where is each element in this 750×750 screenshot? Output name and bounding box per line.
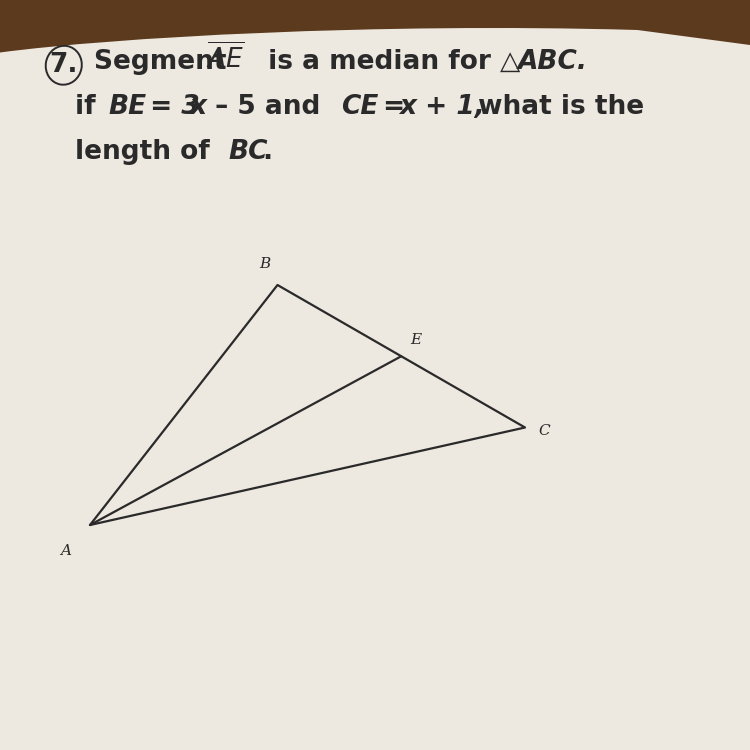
Text: 7.: 7. [50, 53, 78, 78]
Text: ABC.: ABC. [518, 49, 587, 75]
Text: .: . [262, 139, 273, 165]
Text: BE: BE [109, 94, 147, 120]
Text: x: x [189, 94, 206, 120]
Text: length of: length of [75, 139, 219, 165]
Text: B: B [259, 257, 270, 272]
Text: x: x [399, 94, 416, 120]
Text: $\overline{AE}$: $\overline{AE}$ [206, 44, 245, 74]
Text: =: = [374, 94, 405, 120]
Text: – 5 and: – 5 and [206, 94, 330, 120]
PathPatch shape [0, 28, 750, 750]
Text: is a median for △: is a median for △ [259, 49, 520, 75]
Text: + 1,: + 1, [416, 94, 485, 120]
Text: Segment: Segment [94, 49, 236, 75]
Text: if: if [75, 94, 105, 120]
Text: C: C [538, 424, 550, 438]
Text: = 3: = 3 [141, 94, 200, 120]
Text: E: E [410, 333, 422, 347]
Text: A: A [60, 544, 71, 558]
Text: CE: CE [341, 94, 379, 120]
Text: BC: BC [229, 139, 268, 165]
FancyBboxPatch shape [0, 30, 750, 750]
Text: what is the: what is the [469, 94, 644, 120]
